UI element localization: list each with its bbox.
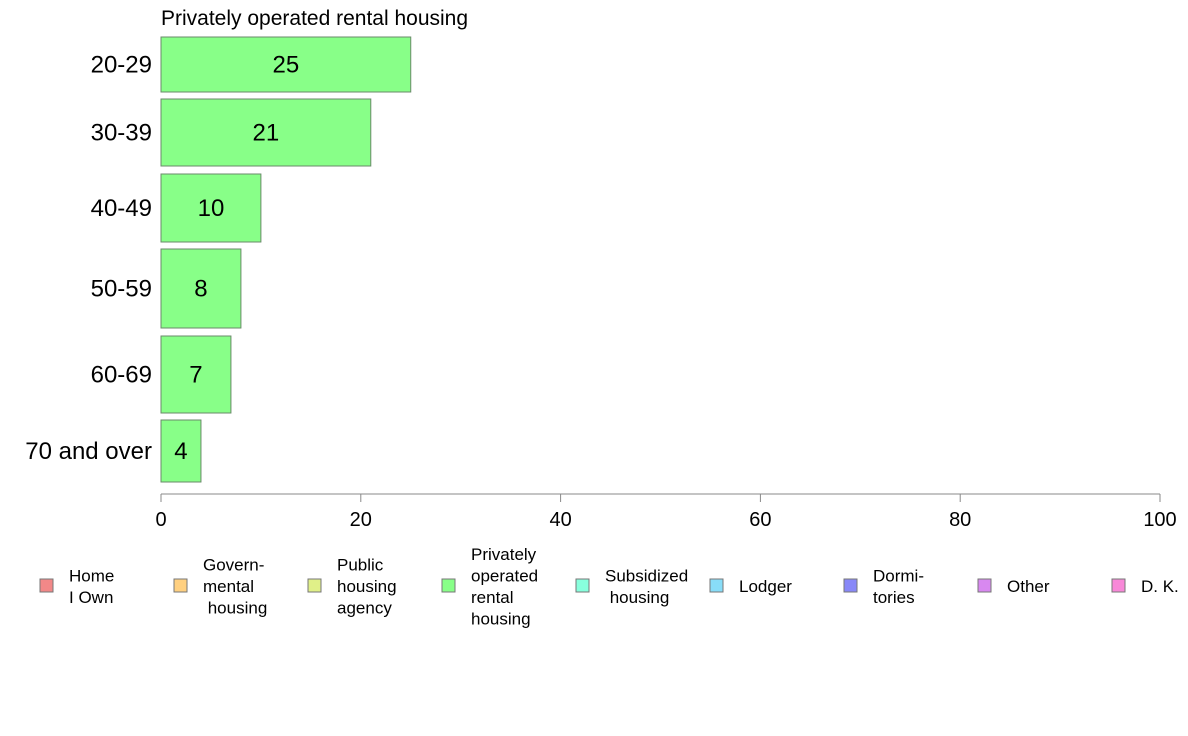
legend-item-5: Lodger	[709, 577, 792, 596]
legend-swatch-5	[709, 578, 724, 593]
legend-label-1: Govern-mental housing	[203, 556, 267, 618]
bar-4	[160, 335, 232, 414]
legend-swatch-2	[307, 578, 322, 593]
category-label-4: 60-69	[91, 362, 152, 389]
bars: 20-29 25 30-39 21 40-49 10 50-59 8 60-69 7 70 and …	[25, 36, 412, 483]
legend-item-1: Govern-mental housing	[173, 556, 267, 618]
legend-label-4: Subsidized housing	[605, 566, 688, 607]
legend-item-6: Dormi-tories	[843, 566, 924, 607]
legend-label-8: D. K.	[1141, 577, 1179, 596]
legend-label-6: Dormi-tories	[873, 566, 924, 607]
legend-item-7: Other	[977, 577, 1050, 596]
category-label-2: 40-49	[91, 195, 152, 222]
bar-5	[160, 419, 202, 483]
category-label-1: 30-39	[91, 120, 152, 147]
legend-swatch-0	[39, 578, 54, 593]
category-label-0: 20-29	[91, 52, 152, 79]
bar-1	[160, 98, 372, 167]
legend-label-2: Public housing agency	[337, 556, 397, 618]
chart-title: Privately operated rental housing	[161, 7, 468, 30]
category-label-3: 50-59	[91, 276, 152, 303]
x-tick-label-0: 0	[155, 509, 166, 531]
legend-label-5: Lodger	[739, 577, 792, 596]
legend-swatch-1	[173, 578, 188, 593]
bar-3	[160, 248, 242, 329]
legend-label-7: Other	[1007, 577, 1050, 596]
data-label-2: 10	[198, 195, 225, 222]
legend-swatch-8	[1111, 578, 1126, 593]
legend-swatch-3	[441, 578, 456, 593]
legend-item-2: Public housing agency	[307, 556, 397, 618]
category-label-5: 70 and over	[25, 438, 152, 465]
x-tick-label-5: 100	[1143, 509, 1176, 531]
legend-item-0: Home I Own	[39, 566, 114, 607]
x-tick-label-3: 60	[749, 509, 771, 531]
legend-swatch-4	[575, 578, 590, 593]
x-tick-label-4: 80	[949, 509, 971, 531]
data-label-1: 21	[253, 120, 280, 147]
x-tick-label-1: 20	[350, 509, 372, 531]
legend-item-8: D. K.	[1111, 577, 1179, 596]
x-tick-label-2: 40	[549, 509, 571, 531]
legend-item-3: Privately operated rental housing	[441, 545, 538, 629]
bar-0	[160, 36, 412, 93]
data-label-4: 7	[189, 362, 202, 389]
data-label-0: 25	[273, 52, 300, 79]
data-label-5: 4	[174, 438, 187, 465]
legend-item-4: Subsidized housing	[575, 566, 688, 607]
bar-2	[160, 173, 262, 243]
legend-label-0: Home I Own	[69, 566, 114, 607]
legend-label-3: Privately operated rental housing	[471, 545, 538, 629]
legend-swatch-6	[843, 578, 858, 593]
legend-swatch-7	[977, 578, 992, 593]
x-axis: 0 20 40 60 80 100	[155, 493, 1177, 531]
data-label-3: 8	[194, 276, 207, 303]
legend: Home I Own Govern-mental housing Public hous…	[39, 545, 1179, 629]
